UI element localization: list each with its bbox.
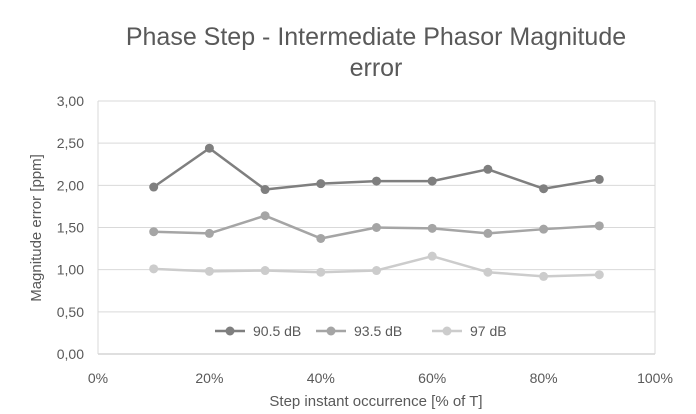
data-point	[372, 176, 381, 186]
legend-label: 90.5 dB	[253, 323, 301, 339]
data-point	[594, 174, 604, 184]
data-point	[483, 164, 493, 174]
legend-swatch-marker	[442, 326, 452, 336]
y-axis-tick-labels: 0,00 0,50 1,00 1,50 2,00 2,50 3,00	[57, 93, 84, 362]
series-1	[149, 143, 604, 195]
legend-label: 97 dB	[470, 323, 507, 339]
legend-entry: 97 dB	[432, 323, 507, 339]
data-point	[204, 266, 214, 276]
y-tick-label: 2,50	[57, 135, 84, 151]
legend-label: 93.5 dB	[354, 323, 402, 339]
data-point	[316, 267, 326, 277]
data-point	[483, 228, 493, 238]
data-point	[260, 211, 270, 221]
x-tick-label: 40%	[307, 370, 335, 386]
data-point	[539, 271, 549, 281]
data-point	[483, 267, 493, 277]
data-point	[204, 228, 214, 238]
legend-entry: 90.5 dB	[215, 323, 301, 339]
y-tick-label: 1,50	[57, 220, 84, 236]
x-tick-label: 100%	[637, 370, 673, 386]
data-point	[539, 184, 549, 194]
x-tick-label: 80%	[530, 370, 558, 386]
legend-swatch-marker	[225, 326, 235, 336]
x-axis-title: Step instant occurrence [% of T]	[269, 393, 482, 410]
x-tick-label: 0%	[88, 370, 108, 386]
data-point	[149, 227, 159, 237]
data-point	[316, 233, 326, 243]
y-tick-label: 3,00	[57, 93, 84, 109]
y-axis-title: Magnitude error [ppm]	[28, 154, 45, 302]
x-tick-label: 20%	[195, 370, 223, 386]
x-tick-label: 60%	[418, 370, 446, 386]
data-point	[149, 264, 159, 274]
data-point	[372, 223, 381, 232]
data-point	[372, 266, 381, 276]
y-tick-label: 0,50	[57, 304, 84, 320]
data-point	[427, 223, 437, 233]
data-point	[539, 224, 549, 234]
data-point	[260, 266, 270, 276]
data-point	[427, 251, 437, 261]
chart-title-line-1: Phase Step - Intermediate Phasor Magnitu…	[126, 23, 626, 51]
legend: 90.5 dB 93.5 dB 97 dB	[215, 323, 507, 339]
y-tick-label: 1,00	[57, 262, 84, 278]
legend-entry: 93.5 dB	[316, 323, 402, 339]
data-point	[316, 179, 326, 189]
data-point	[204, 143, 214, 153]
legend-swatch-marker	[326, 326, 336, 336]
data-point	[149, 182, 159, 192]
data-point	[260, 185, 270, 195]
series-3	[149, 251, 604, 281]
data-point	[427, 176, 437, 186]
data-point	[594, 270, 604, 280]
data-point	[594, 221, 604, 231]
chart-title-line-2: error	[350, 54, 403, 82]
x-axis-tick-labels: 0% 20% 40% 60% 80% 100%	[88, 370, 673, 386]
series-group	[149, 143, 604, 281]
y-tick-label: 0,00	[57, 346, 84, 362]
y-tick-label: 2,00	[57, 177, 84, 193]
series-2	[149, 211, 604, 243]
